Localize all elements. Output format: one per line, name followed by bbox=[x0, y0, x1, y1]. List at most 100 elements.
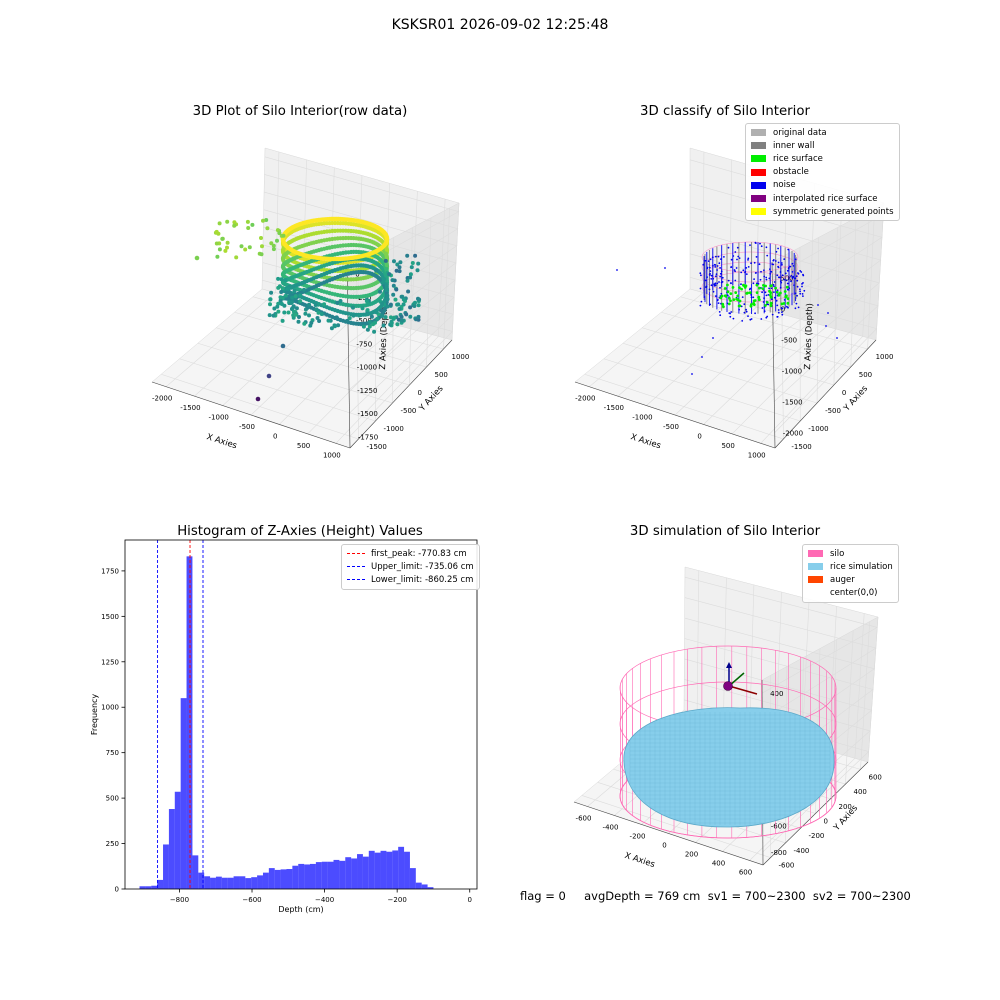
histogram-bar bbox=[315, 862, 322, 889]
panel1-ztick-label: 0 bbox=[355, 271, 359, 279]
legend-item: silo bbox=[808, 547, 893, 560]
histogram-ytick-label: 250 bbox=[106, 840, 119, 848]
histogram-frame bbox=[124, 539, 478, 890]
histogram-xtick-label: −400 bbox=[315, 896, 334, 904]
legend-item: rice surface bbox=[751, 152, 894, 165]
legend-item: inner wall bbox=[751, 139, 894, 152]
rice-surface-body bbox=[623, 707, 835, 828]
simulation-legend: silo rice simulation auger center(0,0) bbox=[802, 544, 899, 603]
legend-swatch bbox=[751, 155, 766, 163]
legend-item: Upper_limit: -735.06 cm bbox=[347, 560, 474, 573]
panel1-ytick-label: -1000 bbox=[384, 425, 404, 433]
panel4-y-axis-line bbox=[762, 761, 869, 866]
panel4-simulation-plot: -600-400-2000200400600-600-400-200020040… bbox=[573, 566, 882, 877]
legend-label: original data bbox=[773, 127, 827, 138]
legend-label: auger bbox=[830, 574, 855, 585]
histogram-bar bbox=[351, 858, 358, 889]
panel1-xtick-label: -500 bbox=[239, 423, 255, 431]
panel2-ytick-label: -1000 bbox=[808, 425, 828, 433]
legend-item: original data bbox=[751, 126, 894, 139]
figure-suptitle: KSKSR01 2026-09-02 12:25:48 bbox=[391, 17, 609, 33]
histogram-bar bbox=[227, 877, 234, 889]
histogram-bar bbox=[362, 856, 369, 889]
panel2-xtick-label: 1000 bbox=[748, 451, 766, 459]
histogram-bar bbox=[310, 863, 316, 889]
legend-swatch bbox=[808, 550, 823, 558]
histogram-bar bbox=[221, 877, 228, 889]
histogram-bar bbox=[268, 868, 275, 889]
panel4-ytick-label: -200 bbox=[809, 832, 825, 840]
histogram-bar bbox=[204, 876, 211, 889]
panel4-xtick-label: -600 bbox=[576, 815, 592, 823]
panel2-y-axis-line bbox=[774, 339, 877, 449]
legend-swatch bbox=[808, 563, 823, 571]
legend-swatch bbox=[751, 195, 766, 203]
histogram-bar bbox=[239, 876, 246, 889]
panel3-title: Histogram of Z-Axies (Height) Values bbox=[177, 524, 423, 539]
panel1-ztick-label: -750 bbox=[356, 340, 372, 348]
histogram-bar bbox=[210, 877, 216, 889]
panel2-ytick-label: 500 bbox=[859, 371, 872, 379]
legend-label: Lower_limit: -860.25 cm bbox=[371, 574, 474, 585]
panel2-zlabel: Z Axies (Depth) bbox=[803, 303, 815, 370]
legend-label: first_peak: -770.83 cm bbox=[371, 548, 467, 559]
histogram-bar bbox=[321, 861, 328, 889]
panel2-xlabel: X Axies bbox=[629, 432, 662, 451]
panel2-points bbox=[616, 241, 838, 375]
panel1-ytick-label: 0 bbox=[418, 389, 422, 397]
histogram-bar bbox=[157, 879, 164, 889]
histogram-bar bbox=[327, 861, 334, 889]
panel1-ytick-label: -1500 bbox=[367, 443, 387, 451]
panel1-ztick-label: -1750 bbox=[358, 433, 378, 441]
panel1-ytick-label: 500 bbox=[435, 371, 448, 379]
histogram-ytick-label: 1250 bbox=[101, 658, 119, 666]
panel4-title: 3D simulation of Silo Interior bbox=[629, 524, 821, 539]
legend-swatch bbox=[751, 181, 766, 189]
legend-swatch bbox=[808, 576, 823, 584]
legend-swatch bbox=[751, 168, 766, 176]
histogram-bar bbox=[151, 885, 158, 889]
histogram-bar bbox=[186, 556, 193, 889]
panel2-title: 3D classify of Silo Interior bbox=[640, 104, 810, 119]
legend-item: center(0,0) bbox=[808, 587, 893, 600]
panel1-xtick-label: -1500 bbox=[180, 404, 200, 412]
center-point bbox=[723, 681, 733, 691]
histogram-bar bbox=[262, 872, 269, 889]
panel1-x-axis-line bbox=[151, 381, 351, 449]
histogram-bar bbox=[409, 868, 416, 889]
histogram-bar bbox=[139, 886, 146, 889]
legend-label: silo bbox=[830, 548, 845, 559]
histogram-bar bbox=[339, 860, 346, 889]
panel1-zlabel: Z Axies (Depth) bbox=[378, 303, 390, 370]
panel2-ytick-label: 0 bbox=[842, 389, 846, 397]
panel1-ztick-label: -1000 bbox=[357, 364, 377, 372]
legend-item: auger bbox=[808, 573, 893, 586]
histogram-bar bbox=[298, 863, 305, 889]
histogram-bar bbox=[251, 877, 258, 889]
panel1-xtick-label: 1000 bbox=[323, 451, 341, 459]
histogram-ytick-label: 1000 bbox=[101, 704, 119, 712]
legend-label: noise bbox=[773, 180, 796, 191]
legend-label: inner wall bbox=[773, 140, 815, 151]
panel2-ztick-label: -1500 bbox=[782, 399, 802, 407]
panel4-ytick-label: 200 bbox=[839, 803, 852, 811]
panel1-xtick-label: -2000 bbox=[152, 395, 172, 403]
panel4-ztick-label: 400 bbox=[770, 690, 783, 698]
legend-label: interpolated rice surface bbox=[773, 193, 878, 204]
histogram-bar bbox=[374, 852, 381, 889]
legend-swatch bbox=[808, 590, 823, 597]
panel4-auger bbox=[723, 662, 758, 695]
panel1-ytick-label: -500 bbox=[401, 407, 417, 415]
legend-swatch bbox=[751, 129, 766, 137]
panel2-ztick-label: 0 bbox=[781, 306, 785, 314]
panel1-xlabel: X Axies bbox=[205, 432, 238, 451]
legend-item: rice simulation bbox=[808, 560, 893, 573]
panel1-title: 3D Plot of Silo Interior(row data) bbox=[192, 104, 408, 119]
legend-item: first_peak: -770.83 cm bbox=[347, 547, 474, 560]
panel2-ytick-label: -500 bbox=[825, 407, 841, 415]
panel4-xtick-label: 0 bbox=[662, 842, 666, 850]
panel4-ztick-label: -600 bbox=[771, 822, 787, 830]
histogram-bar bbox=[215, 876, 222, 889]
classify-legend: original data inner wall rice surface obsta… bbox=[745, 123, 900, 222]
panel2-xtick-label: -1000 bbox=[632, 414, 652, 422]
